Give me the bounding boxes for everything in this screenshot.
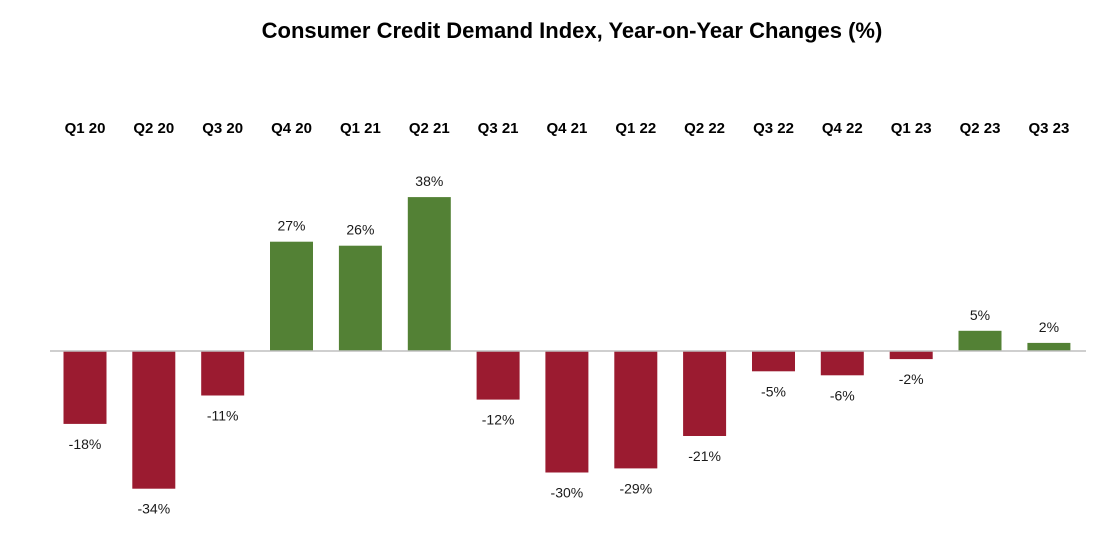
data-label: 5% — [970, 307, 990, 323]
bar-q1-20 — [63, 351, 107, 424]
category-label: Q1 20 — [65, 120, 106, 137]
category-label: Q3 21 — [478, 120, 519, 137]
data-label: 2% — [1039, 319, 1059, 335]
category-label: Q3 23 — [1028, 120, 1069, 137]
data-label: -5% — [761, 383, 786, 399]
data-labels-group: -18% -34% -11% 27% 26% 38% -12% -30% -29% -21% -5%… — [69, 173, 1059, 517]
category-label: Q3 22 — [753, 120, 794, 137]
bar-q3-22 — [752, 351, 795, 372]
bar-q3-20 — [201, 351, 245, 396]
bars-group — [63, 197, 1071, 489]
bar-q3-21 — [476, 351, 520, 400]
data-label: -21% — [688, 448, 721, 464]
data-label: -30% — [551, 485, 584, 501]
bar-q1-23 — [889, 351, 933, 360]
bar-q3-23 — [1027, 342, 1071, 351]
category-label: Q1 21 — [340, 120, 381, 137]
data-label: -6% — [830, 387, 855, 403]
bar-q4-22 — [820, 351, 864, 376]
category-label: Q2 21 — [409, 120, 450, 137]
data-label: -2% — [899, 371, 924, 387]
category-label: Q4 20 — [271, 120, 312, 137]
bar-q2-23 — [958, 330, 1002, 352]
data-label: 26% — [346, 222, 374, 238]
category-label: Q4 22 — [822, 120, 863, 137]
category-label: Q2 23 — [960, 120, 1001, 137]
category-label: Q1 23 — [891, 120, 932, 137]
category-label: Q3 20 — [202, 120, 243, 137]
category-label: Q4 21 — [546, 120, 587, 137]
bar-q2-22 — [683, 351, 727, 436]
data-label: -11% — [207, 408, 239, 424]
data-label: -12% — [482, 412, 515, 428]
bar-q1-21 — [338, 245, 382, 351]
category-label: Q2 20 — [133, 120, 174, 137]
data-label: -29% — [619, 480, 652, 496]
data-label: -34% — [137, 501, 170, 517]
chart-title: Consumer Credit Demand Index, Year-on-Ye… — [261, 18, 883, 43]
bar-q1-22 — [614, 351, 658, 469]
category-label: Q2 22 — [684, 120, 725, 137]
category-labels-group: Q1 20 Q2 20 Q3 20 Q4 20 Q1 21 Q2 21 Q3 21 Q4 21… — [65, 120, 1070, 137]
bar-q4-21 — [545, 351, 589, 473]
data-label: 27% — [277, 218, 305, 234]
data-label: 38% — [415, 173, 443, 189]
data-label: -18% — [69, 436, 102, 452]
bar-q2-20 — [132, 351, 176, 489]
bar-q2-21 — [407, 197, 451, 351]
bar-q4-20 — [270, 241, 313, 351]
category-label: Q1 22 — [615, 120, 656, 137]
